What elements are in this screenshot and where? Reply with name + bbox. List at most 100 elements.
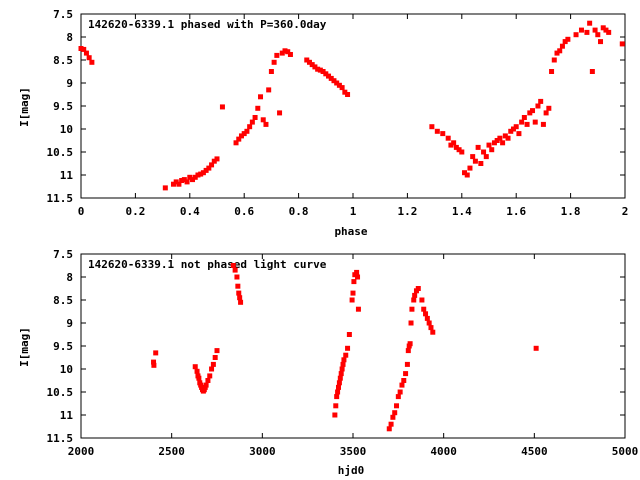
y-tick-label: 9 [66,77,73,90]
data-point [546,105,552,111]
data-point [408,320,414,326]
y-tick-label: 8 [66,271,73,284]
data-point [592,27,598,33]
data-point [538,98,544,104]
data-point [405,348,411,354]
data-point [475,144,481,150]
data-point [304,57,310,63]
data-point [494,138,500,143]
data-point [271,59,277,65]
data-point [86,55,92,61]
data-point [335,384,341,390]
data-point [236,290,242,296]
data-point [317,67,323,73]
data-point [390,414,396,420]
data-point [219,104,225,110]
y-tick-label: 8.5 [53,54,73,67]
data-point [342,89,348,95]
data-point [230,263,236,268]
data-point [423,311,429,317]
data-point [237,295,243,301]
data-point [306,59,312,65]
data-point [214,348,220,354]
data-point [489,147,495,153]
data-point [606,29,612,35]
y-tick-label: 8 [66,31,73,44]
data-point [351,279,357,285]
data-point [603,27,609,33]
data-point [247,124,253,130]
x-tick-label: 0.6 [234,205,254,218]
data-point [89,59,95,65]
data-point [244,128,250,134]
data-point [194,368,200,374]
y-tick-label: 11 [60,169,74,182]
data-point [424,315,430,321]
data-point [584,29,590,35]
data-point [205,378,211,383]
x-tick-label: 1.4 [452,205,472,218]
data-points [151,263,539,432]
x-tick-label: 1 [350,205,357,218]
data-point [535,103,541,109]
phased-light-curve-panel: 142620-6339.1 phased with P=360.0day pha… [18,8,628,238]
y-tick-label: 10 [60,123,73,136]
plot-title: 142620-6339.1 not phased light curve [88,258,327,271]
data-point [472,158,478,164]
data-point [173,179,179,185]
data-point [412,292,418,298]
data-point [162,185,168,191]
data-point [309,62,315,68]
data-point [196,375,202,381]
data-point [258,94,264,100]
data-point [411,297,417,303]
data-point [481,149,487,155]
data-point [336,380,342,386]
y-tick-label: 11 [60,409,74,422]
tick-group: 0 0.2 0.4 0.6 0.8 1 1.2 1.4 1.6 1.8 2 7.5 8 8.5 9 9.5 10… [47,8,629,218]
data-point [497,135,503,141]
data-point [540,121,546,127]
data-point [209,162,215,168]
data-point [527,110,533,116]
data-point [249,119,255,125]
data-points [78,20,625,191]
x-tick-label: 2500 [158,445,185,458]
x-tick-label: 0.2 [125,205,145,218]
data-point [399,382,405,388]
data-point [333,403,339,409]
data-point [524,121,530,127]
data-point [277,110,283,116]
data-point [238,299,244,305]
data-point [340,361,346,367]
data-point [274,52,280,58]
data-point [266,87,272,93]
data-point [521,115,527,120]
tick-group: 2000 2500 3000 3500 4000 4500 5000 7.5 8 8.5 9 9.5 1… [47,248,639,458]
data-point [483,154,489,160]
data-point [401,378,407,383]
x-tick-label: 1.6 [506,205,526,218]
data-point [532,119,538,125]
data-point [203,167,209,173]
data-point [195,172,201,178]
x-tick-label: 4500 [521,445,548,458]
y-tick-label: 9 [66,317,73,330]
data-point [176,181,182,187]
x-tick-label: 0 [78,205,85,218]
x-tick-label: 2000 [68,445,95,458]
data-point [409,306,415,312]
plot-title: 142620-6339.1 phased with P=360.0day [88,18,327,31]
x-axis-label: phase [334,225,367,238]
data-point [315,66,321,72]
data-point [403,371,409,377]
data-point [190,177,196,183]
data-point [397,389,403,395]
data-point [282,48,288,54]
data-point [354,269,360,275]
data-point [470,154,476,160]
data-point [500,140,506,146]
data-point [440,131,446,137]
data-point [332,412,338,418]
